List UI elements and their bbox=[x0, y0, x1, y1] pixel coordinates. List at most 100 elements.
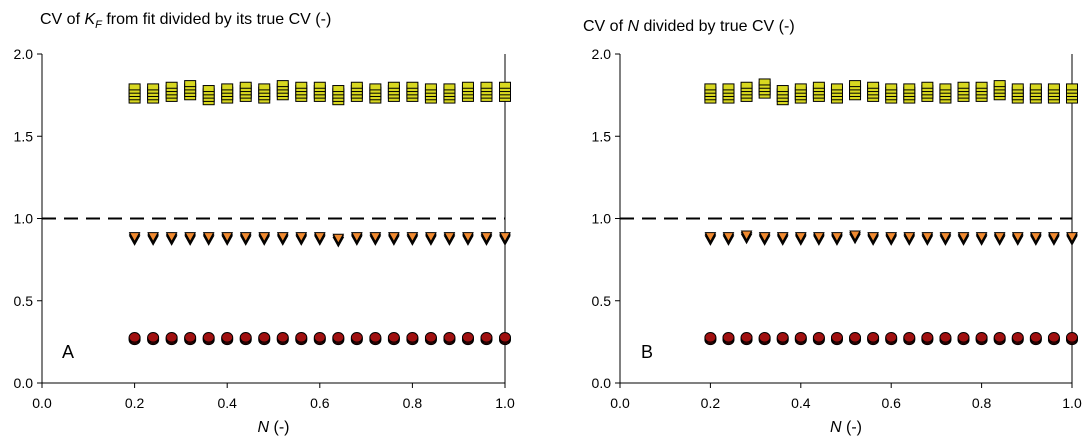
y-tick-label-b-3: 1.5 bbox=[592, 128, 612, 144]
data-point-b-circle-19-2 bbox=[1047, 332, 1060, 343]
data-point-a-circle-5-2 bbox=[221, 332, 234, 343]
data-point-b-triangle-down-19-2 bbox=[1048, 232, 1060, 243]
data-point-b-square-14-4 bbox=[957, 81, 970, 89]
y-tick-label-a-0: 0.0 bbox=[14, 375, 34, 391]
data-point-a-square-0-4 bbox=[128, 83, 141, 91]
x-tick-label-a-5: 1.0 bbox=[495, 395, 515, 411]
data-point-b-square-5-4 bbox=[794, 83, 807, 91]
chart-title-b-part-2: divided by true CV (-) bbox=[639, 18, 795, 35]
series-a-triangle-down bbox=[128, 232, 511, 248]
data-point-b-square-11-4 bbox=[903, 83, 916, 91]
data-point-b-square-4-4 bbox=[776, 85, 789, 93]
data-point-a-square-14-4 bbox=[387, 81, 400, 89]
y-tick-label-a-3: 1.5 bbox=[14, 128, 34, 144]
data-point-b-square-3-4 bbox=[758, 78, 771, 86]
x-axis-label-b-part-1: (-) bbox=[842, 419, 862, 436]
x-axis-label-b-part-0: N bbox=[830, 419, 842, 436]
data-point-a-circle-6-2 bbox=[239, 332, 252, 343]
data-point-b-circle-8-2 bbox=[849, 332, 862, 343]
data-point-b-circle-0-2 bbox=[704, 332, 717, 343]
x-tick-label-b-5: 1.0 bbox=[1062, 395, 1082, 411]
data-point-a-square-20-4 bbox=[499, 81, 511, 89]
chart-title-a-part-0: CV of bbox=[40, 11, 84, 28]
series-b-circle bbox=[704, 332, 1078, 346]
data-point-b-triangle-down-0-2 bbox=[704, 232, 717, 243]
series-b-triangle-down bbox=[704, 230, 1078, 246]
data-point-b-triangle-down-13-2 bbox=[939, 232, 952, 243]
data-point-b-circle-4-2 bbox=[776, 332, 789, 343]
data-point-a-triangle-down-1-2 bbox=[147, 232, 159, 243]
data-point-a-circle-4-2 bbox=[202, 332, 215, 343]
panel-label-b: B bbox=[641, 342, 653, 362]
data-point-a-square-15-4 bbox=[406, 81, 419, 89]
data-point-a-triangle-down-4-2 bbox=[202, 232, 215, 243]
data-point-a-circle-12-2 bbox=[350, 332, 363, 343]
data-point-b-square-10-4 bbox=[885, 83, 898, 91]
data-point-b-triangle-down-16-2 bbox=[993, 232, 1006, 243]
data-point-b-circle-6-2 bbox=[812, 332, 825, 343]
data-point-a-triangle-down-15-2 bbox=[406, 232, 419, 243]
data-point-a-circle-17-2 bbox=[443, 332, 456, 343]
chart-title-b-part-1: N bbox=[627, 18, 639, 35]
x-tick-label-b-3: 0.6 bbox=[881, 395, 901, 411]
data-point-a-square-19-4 bbox=[480, 81, 493, 89]
data-point-b-square-6-4 bbox=[812, 81, 825, 89]
data-point-a-triangle-down-8-2 bbox=[276, 232, 289, 243]
data-point-a-square-5-4 bbox=[221, 83, 234, 91]
data-point-a-circle-9-2 bbox=[295, 332, 308, 343]
data-point-a-circle-0-2 bbox=[128, 332, 141, 343]
data-point-b-triangle-down-15-2 bbox=[975, 232, 988, 243]
x-axis-label-a: N (-) bbox=[258, 419, 290, 436]
data-point-a-triangle-down-13-2 bbox=[369, 232, 382, 243]
chart-title-a-part-3: from fit divided by its true CV (-) bbox=[102, 11, 331, 28]
data-point-b-square-15-4 bbox=[975, 81, 988, 89]
x-tick-label-a-3: 0.6 bbox=[310, 395, 330, 411]
series-b-square bbox=[704, 78, 1078, 106]
chart-title-a-part-1: K bbox=[84, 11, 96, 28]
data-point-b-circle-15-2 bbox=[975, 332, 988, 343]
data-point-a-triangle-down-19-2 bbox=[480, 232, 493, 243]
data-point-a-triangle-down-14-2 bbox=[388, 232, 400, 243]
data-point-a-triangle-down-5-2 bbox=[221, 232, 234, 243]
data-point-b-circle-18-2 bbox=[1029, 332, 1042, 343]
data-point-b-circle-16-2 bbox=[993, 332, 1006, 343]
chart-title-b: CV of N divided by true CV (-) bbox=[583, 18, 795, 35]
data-point-a-circle-7-2 bbox=[258, 332, 271, 343]
data-point-a-circle-14-2 bbox=[387, 332, 400, 343]
data-point-a-triangle-down-17-2 bbox=[443, 232, 456, 243]
data-point-b-triangle-down-5-2 bbox=[794, 232, 807, 243]
data-point-a-square-6-4 bbox=[239, 81, 252, 89]
data-point-a-circle-13-2 bbox=[369, 332, 382, 343]
data-point-b-circle-13-2 bbox=[939, 332, 952, 343]
data-point-b-square-12-4 bbox=[921, 81, 934, 89]
data-point-b-square-0-4 bbox=[704, 83, 717, 91]
x-tick-label-a-0: 0.0 bbox=[32, 395, 52, 411]
y-tick-label-a-1: 0.5 bbox=[14, 293, 34, 309]
y-tick-label-b-1: 0.5 bbox=[592, 293, 612, 309]
data-point-a-circle-16-2 bbox=[424, 332, 437, 343]
data-point-a-triangle-down-11-2 bbox=[332, 233, 345, 245]
data-point-b-square-18-4 bbox=[1029, 83, 1042, 91]
x-axis-label-b: N (-) bbox=[830, 419, 862, 436]
data-point-a-triangle-down-2-2 bbox=[165, 232, 178, 243]
data-point-a-square-12-4 bbox=[350, 81, 363, 89]
data-point-b-square-17-4 bbox=[1011, 83, 1024, 91]
x-tick-label-a-4: 0.8 bbox=[403, 395, 423, 411]
data-point-a-square-1-4 bbox=[147, 83, 160, 91]
data-point-a-square-7-4 bbox=[258, 83, 271, 91]
y-tick-label-a-4: 2.0 bbox=[14, 46, 34, 62]
data-point-a-triangle-down-12-2 bbox=[350, 232, 363, 243]
data-point-a-circle-10-2 bbox=[313, 332, 326, 343]
data-point-a-square-8-4 bbox=[276, 80, 289, 88]
data-point-a-triangle-down-20-2 bbox=[499, 232, 511, 243]
data-point-b-square-19-4 bbox=[1047, 83, 1060, 91]
data-point-a-triangle-down-18-2 bbox=[462, 232, 474, 243]
data-point-b-circle-5-2 bbox=[794, 332, 807, 343]
data-point-a-square-16-4 bbox=[424, 83, 437, 91]
data-point-b-circle-1-2 bbox=[722, 332, 735, 343]
chart-title-a-part-2: F bbox=[95, 19, 103, 31]
data-point-a-square-4-4 bbox=[202, 85, 215, 93]
data-point-a-square-18-4 bbox=[461, 81, 474, 89]
data-point-b-circle-14-2 bbox=[957, 332, 970, 343]
